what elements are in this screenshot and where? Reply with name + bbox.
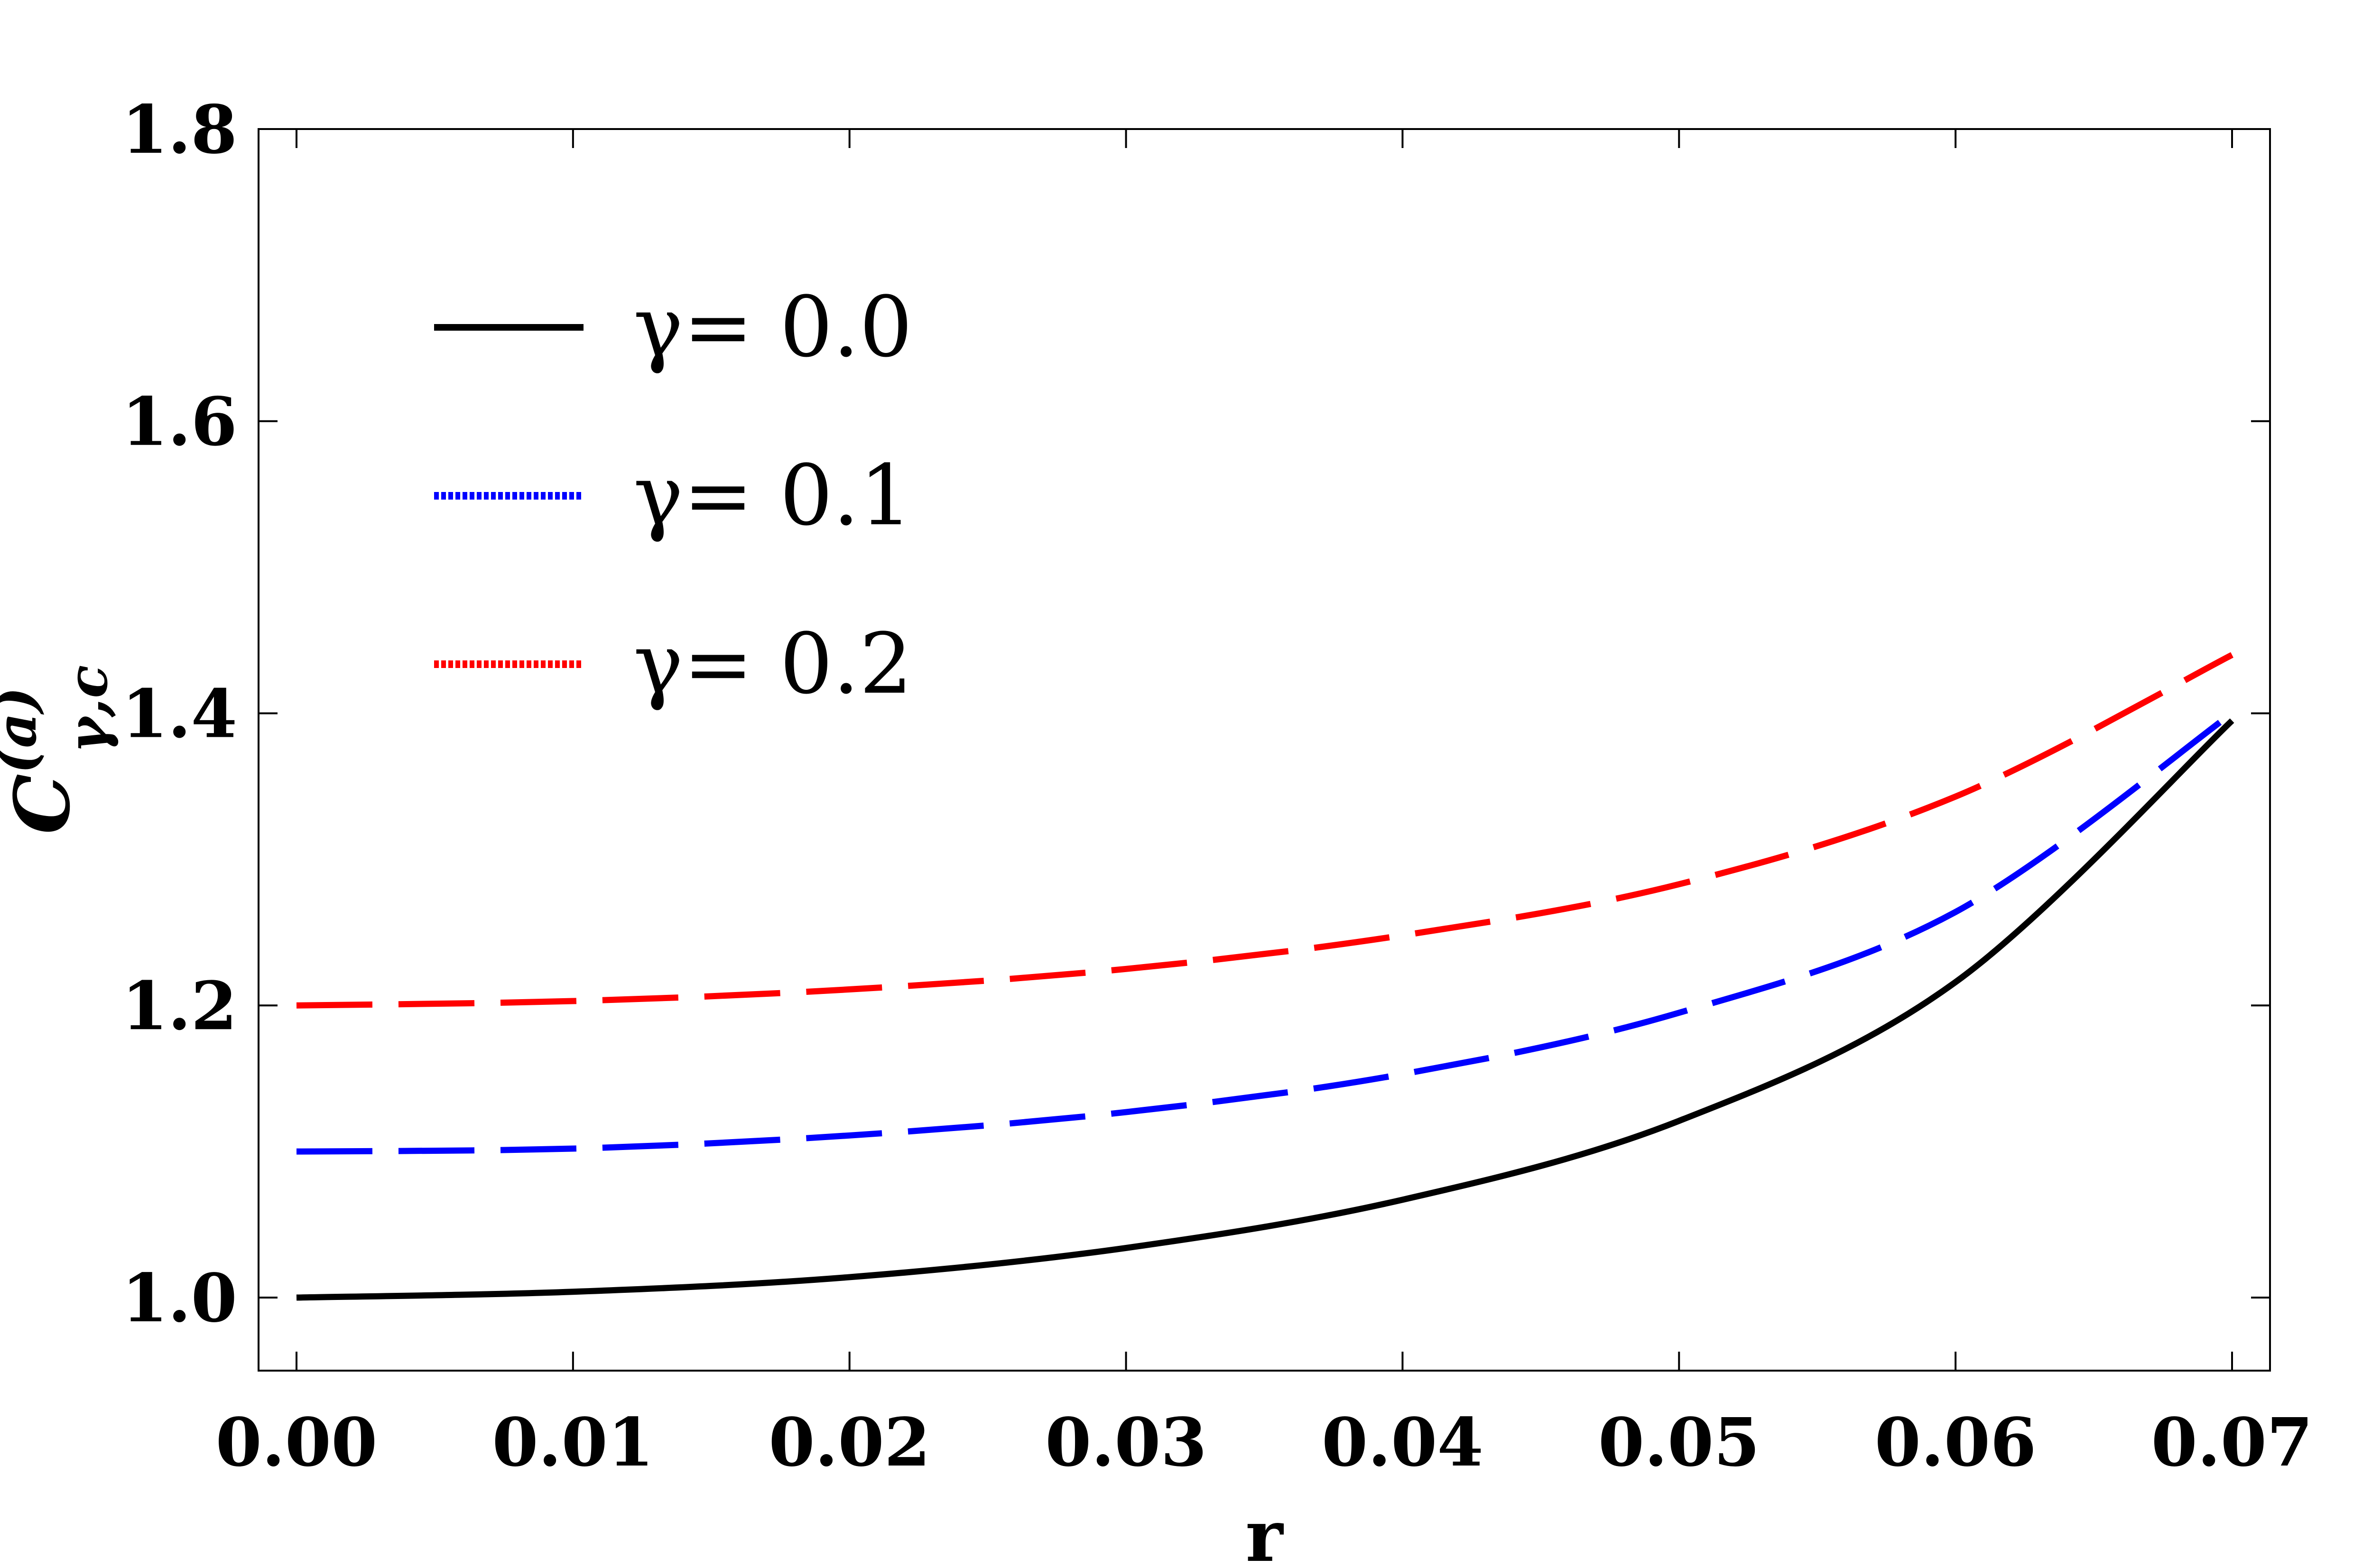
x-tick-label: 0.07 bbox=[2151, 1404, 2313, 1482]
legend-label-2: γ= 0.2 bbox=[633, 615, 913, 713]
y-tick-label: 1.2 bbox=[121, 967, 237, 1045]
x-tick-label: 0.03 bbox=[1045, 1404, 1207, 1482]
legend: γ= 0.0 γ= 0.1 γ= 0.2 bbox=[434, 278, 913, 713]
svg-text:C(a)γ,c: C(a) γ,c bbox=[0, 665, 120, 835]
y-axis-label-superscript: (a) bbox=[0, 687, 49, 774]
x-tick-label: 0.05 bbox=[1598, 1404, 1760, 1482]
y-axis-label: C(a) γ,c bbox=[0, 665, 120, 835]
y-tick-label: 1.4 bbox=[121, 676, 237, 753]
series-line-0 bbox=[296, 718, 2234, 1301]
legend-label-0: γ= 0.0 bbox=[633, 278, 913, 376]
y-tick-label: 1.8 bbox=[121, 91, 237, 169]
tick-marks bbox=[259, 128, 2270, 1371]
series-line-1 bbox=[296, 711, 2234, 1155]
y-tick-label: 1.6 bbox=[121, 383, 237, 461]
x-tick-label: 0.06 bbox=[1875, 1404, 2037, 1482]
y-tick-label: 1.0 bbox=[121, 1260, 237, 1337]
plot-area bbox=[258, 128, 2271, 1372]
y-axis-label-subscript: γ,c bbox=[56, 665, 120, 753]
y-tick-labels: 1.0 1.2 1.4 1.6 1.8 bbox=[121, 91, 237, 1337]
x-tick-label: 0.01 bbox=[492, 1404, 654, 1482]
x-tick-label: 0.04 bbox=[1322, 1404, 1483, 1482]
x-axis-label: r bbox=[1245, 1494, 1284, 1568]
series-line-2 bbox=[296, 652, 2233, 1009]
y-axis-label-base: C bbox=[0, 774, 87, 834]
legend-label-1: γ= 0.1 bbox=[633, 447, 913, 544]
x-tick-labels: 0.00 0.01 0.02 0.03 0.04 0.05 0.06 0.07 bbox=[216, 1404, 2313, 1482]
series-lines bbox=[296, 652, 2234, 1301]
x-tick-label: 0.02 bbox=[769, 1404, 930, 1482]
x-tick-label: 0.00 bbox=[216, 1404, 378, 1482]
